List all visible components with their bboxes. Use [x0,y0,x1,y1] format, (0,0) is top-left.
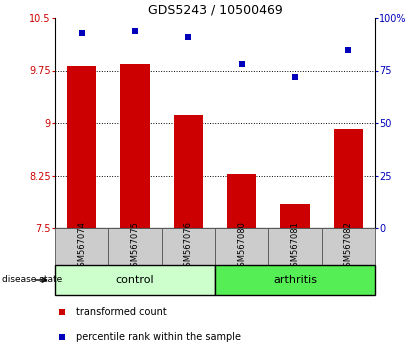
Bar [55,265,215,295]
Text: GSM567076: GSM567076 [184,221,193,272]
Bar [280,204,309,228]
Text: arthritis: arthritis [273,275,317,285]
Point [59,309,65,314]
Point [238,61,245,67]
Text: GSM567081: GSM567081 [291,221,300,272]
Text: transformed count: transformed count [76,307,167,316]
Bar [55,228,109,265]
Bar [215,265,375,295]
Text: GSM567080: GSM567080 [237,221,246,272]
Bar [162,228,215,265]
Point [345,47,352,52]
Bar [120,64,150,228]
Bar [227,174,256,228]
Text: control: control [115,275,154,285]
Bar [174,115,203,228]
Point [59,335,65,340]
Point [185,34,192,40]
Bar [109,228,162,265]
Text: GSM567082: GSM567082 [344,221,353,272]
Point [132,28,138,33]
Text: disease state: disease state [2,275,62,285]
Bar [322,228,375,265]
Bar [334,129,363,228]
Title: GDS5243 / 10500469: GDS5243 / 10500469 [148,4,282,17]
Text: GSM567075: GSM567075 [131,221,139,272]
Bar [67,65,96,228]
Bar [215,228,268,265]
Point [79,30,85,35]
Text: GSM567074: GSM567074 [77,221,86,272]
Bar [268,228,322,265]
Text: percentile rank within the sample: percentile rank within the sample [76,332,241,342]
Point [292,74,298,80]
